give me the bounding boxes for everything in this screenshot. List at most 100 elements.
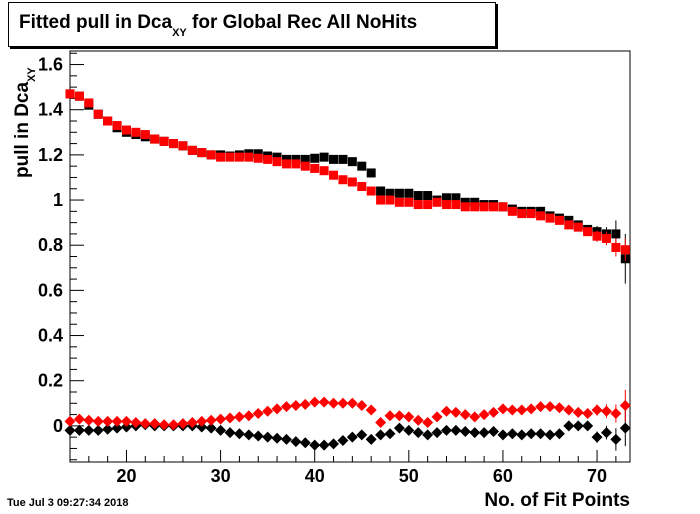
data-point xyxy=(450,406,462,418)
data-point xyxy=(497,403,509,415)
data-point xyxy=(553,402,565,414)
data-point xyxy=(423,191,433,201)
data-point xyxy=(422,416,434,428)
data-point xyxy=(206,150,216,160)
data-point xyxy=(611,242,621,252)
y-tick-label: 0 xyxy=(53,416,63,436)
data-point xyxy=(299,398,311,410)
data-point xyxy=(291,159,301,169)
data-point xyxy=(498,202,508,212)
data-point xyxy=(83,414,95,426)
axes: 20 30 40 50 60 70 0 0.2 0.4 0.6 0.8 1 1.2 1.4 1.6 xyxy=(38,52,617,486)
data-point xyxy=(403,424,415,436)
x-axis-label: No. of Fit Points xyxy=(484,490,630,511)
data-point xyxy=(423,200,433,210)
data-point xyxy=(583,227,593,237)
data-point xyxy=(384,428,396,440)
data-point xyxy=(310,153,320,163)
data-point xyxy=(243,410,255,422)
data-point xyxy=(271,432,283,444)
data-point xyxy=(544,401,556,413)
data-point xyxy=(205,422,217,434)
data-point xyxy=(469,427,481,439)
data-point xyxy=(64,424,76,436)
data-point xyxy=(412,414,424,426)
data-point xyxy=(365,404,377,416)
data-point xyxy=(600,405,612,417)
data-point xyxy=(299,437,311,449)
data-point xyxy=(357,181,367,191)
title-box: Fitted pull in DcaXY for Global Rec All … xyxy=(8,2,496,47)
data-point xyxy=(93,109,103,119)
data-point xyxy=(111,422,123,434)
data-point xyxy=(328,397,340,409)
data-point xyxy=(564,215,574,225)
data-point xyxy=(516,404,528,416)
data-point xyxy=(450,424,462,436)
data-point xyxy=(610,407,622,419)
data-point xyxy=(582,420,594,432)
data-point xyxy=(300,161,310,171)
data-point xyxy=(177,418,189,430)
data-point xyxy=(73,413,85,425)
data-point xyxy=(65,89,75,99)
data-point xyxy=(536,211,546,221)
data-point xyxy=(470,202,480,212)
y-tick-label: 1.4 xyxy=(38,100,63,120)
data-point xyxy=(205,414,217,426)
data-point xyxy=(233,428,245,440)
data-point xyxy=(103,116,113,126)
data-point xyxy=(197,148,207,158)
data-point xyxy=(366,186,376,196)
y-tick-label: 1.6 xyxy=(38,55,63,75)
data-point xyxy=(329,154,339,164)
data-point xyxy=(385,188,395,198)
data-point xyxy=(572,420,584,432)
data-point xyxy=(318,439,330,451)
data-point xyxy=(479,202,489,212)
data-point xyxy=(356,429,368,441)
data-point xyxy=(168,419,180,431)
data-point xyxy=(441,193,451,203)
data-point xyxy=(478,427,490,439)
data-point xyxy=(545,213,555,223)
data-point xyxy=(357,161,367,171)
data-point xyxy=(280,433,292,445)
data-point xyxy=(131,127,141,137)
data-point xyxy=(281,159,291,169)
data-point xyxy=(309,396,321,408)
data-point xyxy=(403,411,415,423)
data-point xyxy=(337,435,349,447)
y-tick-label: 1.2 xyxy=(38,145,63,165)
data-point xyxy=(459,426,471,438)
title-subscript: XY xyxy=(172,27,187,39)
data-point xyxy=(376,195,386,205)
data-point xyxy=(224,427,236,439)
data-point xyxy=(553,428,565,440)
x-tick-label: 70 xyxy=(587,466,607,486)
data-point xyxy=(413,200,423,210)
data-point xyxy=(591,431,603,443)
data-point xyxy=(262,431,274,443)
y-tick-label: 0.4 xyxy=(38,326,63,346)
data-point xyxy=(413,191,423,201)
data-point xyxy=(497,429,509,441)
data-point xyxy=(187,145,197,155)
data-point xyxy=(620,245,630,255)
data-point xyxy=(535,428,547,440)
data-point xyxy=(291,154,301,164)
data-point xyxy=(535,401,547,413)
data-point xyxy=(573,222,583,232)
data-point xyxy=(84,98,94,108)
data-point xyxy=(140,130,150,140)
timestamp: Tue Jul 3 09:27:34 2018 xyxy=(7,497,129,509)
y-tick-label: 0.8 xyxy=(38,235,63,255)
data-point xyxy=(525,403,537,415)
data-point xyxy=(375,429,387,441)
data-point xyxy=(150,134,160,144)
data-point xyxy=(507,206,517,216)
data-point xyxy=(158,419,170,431)
data-point xyxy=(376,186,386,196)
data-point xyxy=(149,418,161,430)
